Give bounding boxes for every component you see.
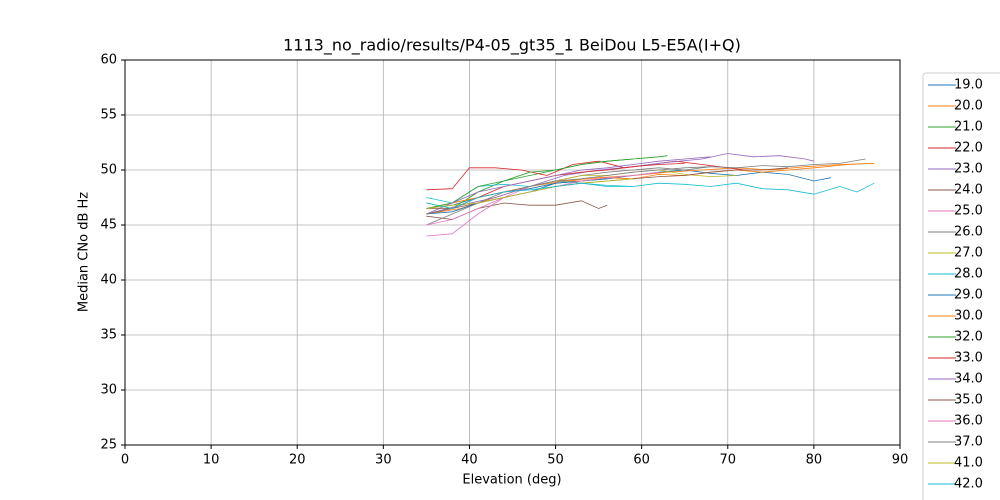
data-line [426,160,746,191]
y-tick-label: 50 [100,163,117,178]
y-tick-label: 35 [100,328,117,343]
legend-label: 25.0 [954,204,983,219]
legend-label: 41.0 [954,456,983,471]
legend-label: 26.0 [954,225,983,240]
legend-label: 29.0 [954,288,983,303]
legend-label: 24.0 [954,183,983,198]
y-tick-label: 25 [100,438,117,453]
data-line [426,200,608,220]
data-line [426,158,866,226]
x-tick-label: 30 [375,453,392,468]
legend-label: 34.0 [954,372,983,387]
x-tick-label: 70 [720,453,737,468]
legend-label: 37.0 [954,435,983,450]
legend-label: 42.0 [954,477,983,492]
chart-title: 1113_no_radio/results/P4-05_gt35_1 BeiDo… [283,36,741,56]
data-line [426,171,659,226]
legend-label: 36.0 [954,414,983,429]
legend-label: 22.0 [954,141,983,156]
data-line [426,158,634,209]
legend-label: 32.0 [954,330,983,345]
x-tick-label: 40 [461,453,478,468]
data-line [426,153,814,215]
data-line [426,182,875,209]
y-tick-label: 30 [100,383,117,398]
x-tick-label: 60 [633,453,650,468]
data-line [426,156,711,215]
x-tick-label: 50 [547,453,564,468]
legend-label: 33.0 [954,351,983,366]
x-axis-label: Elevation (deg) [462,473,561,488]
plot-frame [124,59,901,446]
legend-box [922,72,1000,500]
x-tick-label: 0 [121,453,129,468]
legend-label: 20.0 [954,99,983,114]
x-tick-label: 10 [203,453,220,468]
legend-label: 27.0 [954,246,983,261]
x-tick-label: 20 [289,453,306,468]
x-tick-label: 90 [892,453,909,468]
legend-label: 30.0 [954,309,983,324]
legend-label: 19.0 [954,78,983,93]
legend-label: 35.0 [954,393,983,408]
y-tick-label: 45 [100,218,117,233]
y-axis-label: Median CNo dB Hz [77,192,92,312]
legend-label: 28.0 [954,267,983,282]
y-tick-label: 40 [100,273,117,288]
y-tick-label: 60 [100,53,117,68]
legend-label: 23.0 [954,162,983,177]
x-tick-label: 80 [806,453,823,468]
legend-label: 21.0 [954,120,983,135]
y-tick-label: 55 [100,108,117,123]
